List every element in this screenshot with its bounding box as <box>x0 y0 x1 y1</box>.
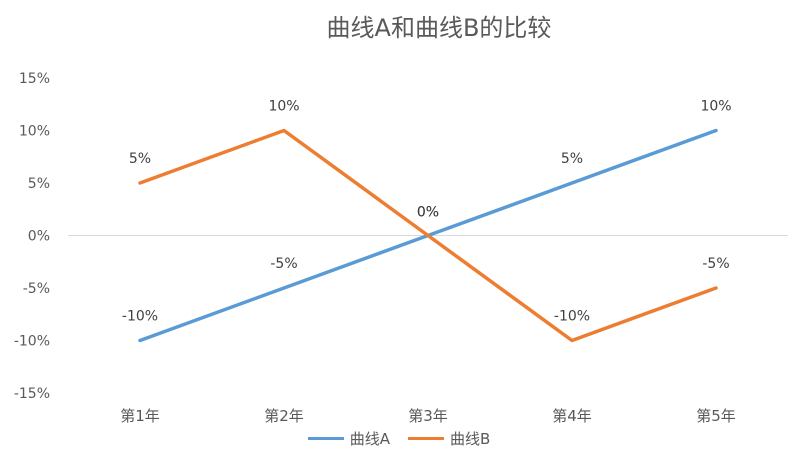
x-tick-label: 第3年 <box>408 407 448 425</box>
y-tick-label: 15% <box>19 71 50 87</box>
legend-item-b: 曲线B <box>407 428 491 449</box>
x-tick-label: 第1年 <box>120 407 160 425</box>
y-tick-label: -15% <box>14 386 50 402</box>
data-label-b: -10% <box>554 309 590 325</box>
data-label-a: -5% <box>270 256 297 272</box>
series-line-b <box>138 128 718 343</box>
legend-item-a: 曲线A <box>307 428 390 449</box>
legend-swatch-a <box>307 437 344 440</box>
x-tick-label: 第2年 <box>264 407 304 425</box>
data-label-b: 10% <box>268 99 299 115</box>
data-label-b: 5% <box>129 151 151 167</box>
x-tick-label: 第5年 <box>696 407 736 425</box>
legend-label-a: 曲线A <box>349 430 390 448</box>
legend: 曲线A 曲线B <box>0 428 798 449</box>
data-label-b: -5% <box>702 256 729 272</box>
data-label-a: 5% <box>561 151 583 167</box>
y-tick-label: -10% <box>14 334 50 350</box>
chart-title: 曲线A和曲线B的比较 <box>326 14 552 42</box>
legend-swatch-b <box>407 437 444 440</box>
y-tick-label: 10% <box>19 124 50 140</box>
data-label-a: 10% <box>700 99 731 115</box>
legend-label-b: 曲线B <box>449 430 491 448</box>
data-label-a: 0% <box>417 205 439 221</box>
x-tick-label: 第4年 <box>552 407 592 425</box>
y-tick-label: 5% <box>28 176 50 192</box>
data-label-b: 0% <box>417 205 439 221</box>
data-label-a: -10% <box>122 309 158 325</box>
y-tick-label: 0% <box>28 229 50 245</box>
y-tick-label: -5% <box>23 281 50 297</box>
